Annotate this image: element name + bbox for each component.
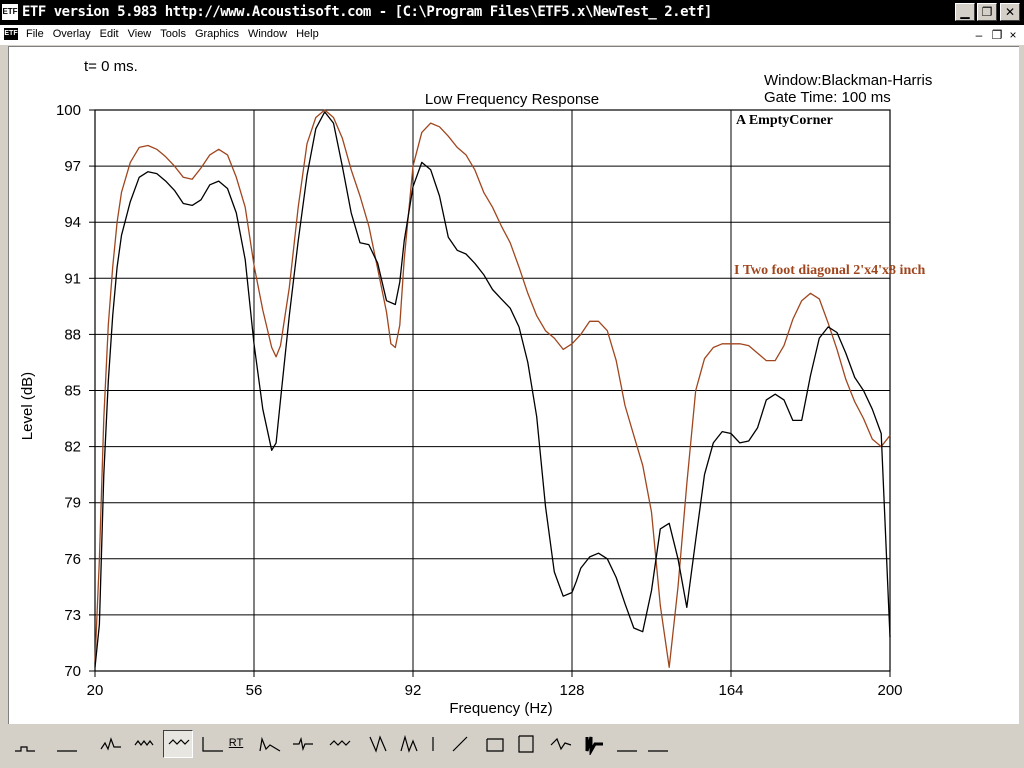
tool-4-icon — [134, 740, 154, 746]
tool-18-button[interactable] — [580, 730, 610, 758]
close-button[interactable]: ✕ — [1000, 3, 1020, 21]
tool-17-button[interactable] — [546, 730, 576, 758]
maximize-icon: ❐ — [981, 5, 993, 19]
y-tick-label: 70 — [64, 663, 81, 680]
gate-time-label: Gate Time: 100 ms — [764, 89, 891, 106]
x-tick-label: 20 — [87, 682, 104, 699]
mdi-restore-button[interactable]: ❐ — [990, 28, 1004, 42]
time-label: t= 0 ms. — [84, 58, 138, 75]
plot-window: t= 0 ms. Window:Blackman-Harris Gate Tim… — [8, 46, 1019, 725]
series-line-a — [94, 111, 891, 668]
restore-icon: ❐ — [991, 28, 1003, 42]
tool-4-button[interactable] — [130, 730, 160, 758]
tool-10-icon — [329, 740, 351, 746]
minimize-icon: – — [975, 28, 983, 42]
y-tick-label: 100 — [56, 102, 81, 119]
y-tick-label: 82 — [64, 439, 81, 456]
tool-17-icon — [550, 737, 572, 751]
tool-5-icon — [168, 739, 190, 745]
y-tick-label: 88 — [64, 326, 81, 343]
tool-9-icon — [293, 736, 313, 752]
y-axis-label: Level (dB) — [19, 372, 36, 440]
menu-file[interactable]: File — [26, 28, 44, 40]
app-icon[interactable]: ETF — [2, 4, 18, 20]
menu-overlay[interactable]: Overlay — [52, 28, 91, 40]
rt-label: RT — [228, 737, 244, 749]
minimize-icon: ▁ — [960, 5, 970, 19]
tool-12-button[interactable] — [396, 730, 426, 758]
y-tick-label: 73 — [64, 607, 81, 624]
x-tick-label: 164 — [718, 682, 743, 699]
tool-8-icon — [259, 736, 281, 752]
tool-9-button[interactable] — [288, 730, 318, 758]
tool-16-button[interactable] — [511, 730, 541, 758]
y-tick-label: 94 — [64, 214, 81, 231]
bottom-toolbar: RT — [0, 724, 1024, 768]
tool-5-button[interactable] — [163, 730, 193, 758]
tool-3-button[interactable] — [96, 730, 126, 758]
tool-14-icon — [452, 736, 468, 752]
tool-7-button[interactable]: RT — [221, 730, 251, 758]
y-tick-label: 97 — [64, 158, 81, 175]
menu-view[interactable]: View — [127, 28, 152, 40]
tool-6-icon — [202, 737, 223, 752]
series-line-i — [94, 109, 891, 668]
tool-3-icon — [100, 737, 121, 751]
tool-1-icon — [15, 746, 35, 752]
y-tick-label: 79 — [64, 495, 81, 512]
menu-edit[interactable]: Edit — [99, 28, 119, 40]
tool-20-button[interactable] — [643, 730, 673, 758]
title-bar: ETF ETF version 5.983 http://www.Acousti… — [0, 0, 1024, 25]
tool-19-icon — [617, 750, 637, 752]
document-icon[interactable]: ETF — [4, 28, 18, 40]
tool-19-button[interactable] — [612, 730, 642, 758]
close-icon: ✕ — [1004, 5, 1016, 19]
y-tick-label: 76 — [64, 551, 81, 568]
tool-15-button[interactable] — [480, 730, 510, 758]
menu-help[interactable]: Help — [296, 28, 319, 40]
maximize-button[interactable]: ❐ — [977, 3, 997, 21]
close-icon: × — [1009, 28, 1017, 42]
tool-12-icon — [400, 734, 418, 753]
tool-2-button[interactable] — [52, 730, 82, 758]
tool-6-button[interactable] — [198, 730, 228, 758]
tool-8-button[interactable] — [255, 730, 285, 758]
x-tick-label: 92 — [405, 682, 422, 699]
menu-bar: ETF File Overlay Edit View Tools Graphics Wind… — [0, 25, 1024, 45]
x-axis-label: Frequency (Hz) — [449, 700, 552, 717]
mdi-minimize-button[interactable]: – — [972, 28, 986, 42]
window-title: ETF version 5.983 http://www.Acoustisoft… — [22, 4, 712, 20]
tool-18-icon — [585, 736, 603, 755]
menu-graphics[interactable]: Graphics — [194, 28, 239, 40]
tool-11-icon — [369, 735, 387, 753]
y-tick-label: 85 — [64, 383, 81, 400]
tool-14-button[interactable] — [446, 730, 476, 758]
x-tick-label: 128 — [559, 682, 584, 699]
window-type-label: Window:Blackman-Harris — [764, 72, 932, 89]
legend-series-i: I Two foot diagonal 2'x4'x8 inch — [734, 263, 925, 278]
mdi-close-button[interactable]: × — [1006, 28, 1020, 42]
tool-2-icon — [57, 750, 77, 752]
tool-16-icon — [518, 735, 534, 753]
tool-10-button[interactable] — [325, 730, 355, 758]
chart-title: Low Frequency Response — [425, 91, 599, 108]
tool-11-button[interactable] — [363, 730, 393, 758]
frequency-response-chart: t= 0 ms. Window:Blackman-Harris Gate Tim… — [19, 58, 932, 717]
legend-series-a: A EmptyCorner — [736, 113, 833, 128]
tool-20-icon — [648, 750, 668, 752]
minimize-button[interactable]: ▁ — [955, 3, 975, 21]
tool-13-button[interactable] — [426, 730, 456, 758]
tool-1-button[interactable] — [10, 730, 40, 758]
tool-15-icon — [486, 738, 504, 752]
menu-tools[interactable]: Tools — [160, 28, 186, 40]
tool-13-icon — [432, 737, 434, 751]
menu-window[interactable]: Window — [247, 28, 288, 40]
x-tick-label: 200 — [877, 682, 902, 699]
x-tick-label: 56 — [246, 682, 263, 699]
y-tick-label: 91 — [64, 270, 81, 287]
